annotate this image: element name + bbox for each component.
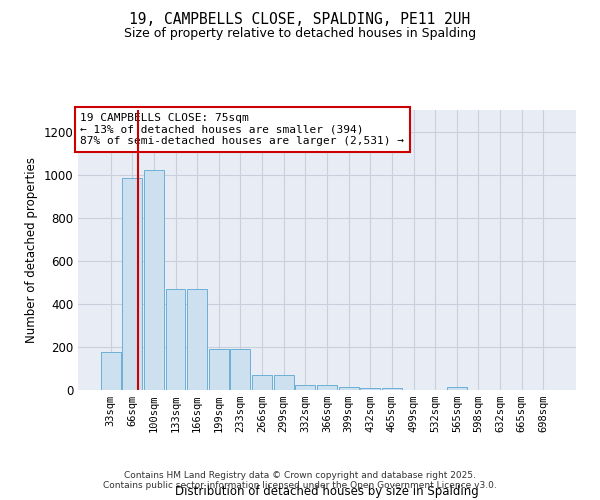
Text: Contains public sector information licensed under the Open Government Licence v3: Contains public sector information licen…: [103, 481, 497, 490]
Bar: [252, 374, 272, 390]
Bar: [295, 386, 316, 390]
Bar: [274, 375, 293, 390]
Text: Contains HM Land Registry data © Crown copyright and database right 2025.: Contains HM Land Registry data © Crown c…: [124, 471, 476, 480]
Y-axis label: Number of detached properties: Number of detached properties: [25, 157, 38, 343]
Bar: [361, 388, 380, 390]
Bar: [187, 289, 207, 390]
Bar: [122, 178, 142, 390]
Bar: [101, 352, 121, 390]
X-axis label: Distribution of detached houses by size in Spalding: Distribution of detached houses by size …: [175, 485, 479, 498]
Bar: [144, 170, 164, 390]
Text: 19 CAMPBELLS CLOSE: 75sqm
← 13% of detached houses are smaller (394)
87% of semi: 19 CAMPBELLS CLOSE: 75sqm ← 13% of detac…: [80, 113, 404, 146]
Bar: [382, 388, 402, 390]
Bar: [209, 349, 229, 390]
Text: Size of property relative to detached houses in Spalding: Size of property relative to detached ho…: [124, 28, 476, 40]
Bar: [447, 387, 467, 390]
Bar: [166, 288, 185, 390]
Text: 19, CAMPBELLS CLOSE, SPALDING, PE11 2UH: 19, CAMPBELLS CLOSE, SPALDING, PE11 2UH: [130, 12, 470, 28]
Bar: [317, 386, 337, 390]
Bar: [338, 387, 359, 390]
Bar: [230, 349, 250, 390]
